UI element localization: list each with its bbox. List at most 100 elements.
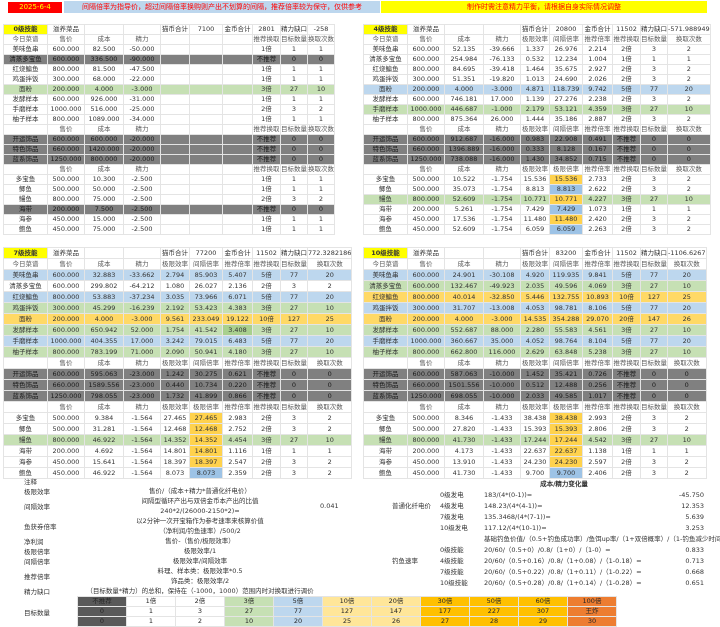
cell-rec[interactable]: 6.483 bbox=[222, 335, 253, 347]
cell-energy[interactable]: -1.433 bbox=[483, 456, 521, 468]
cell-price[interactable]: 1250.000 bbox=[47, 154, 85, 165]
multiplier-times-cell[interactable]: 29 bbox=[518, 616, 568, 627]
cell-name[interactable]: 鸡蛋拌饭 bbox=[3, 74, 48, 85]
cell-rec[interactable]: 2.622 bbox=[582, 184, 613, 195]
cell-times[interactable]: 0 bbox=[667, 134, 711, 145]
cell-target[interactable]: 27 bbox=[640, 346, 668, 358]
cell-target[interactable]: 3 bbox=[640, 224, 668, 235]
cell-eff[interactable]: 1.242 bbox=[160, 368, 190, 380]
energy-gap-value[interactable]: -1106.6267 bbox=[667, 247, 707, 259]
cell-price[interactable]: 1250.000 bbox=[407, 390, 445, 402]
multiplier-header-cell[interactable]: 30倍 bbox=[420, 596, 470, 607]
cell-ratio[interactable]: 49.585 bbox=[549, 390, 583, 402]
cell-energy[interactable]: -16.000 bbox=[483, 144, 521, 155]
cell-name[interactable]: 发酵样本 bbox=[363, 324, 408, 336]
cell-name[interactable]: 海参 bbox=[363, 214, 408, 225]
cell-times[interactable]: 2 bbox=[667, 412, 707, 424]
cell-eff[interactable]: 15.536 bbox=[520, 174, 550, 185]
cell-ratio[interactable]: 85.903 bbox=[189, 269, 223, 281]
cell-energy[interactable]: -22.000 bbox=[123, 74, 161, 85]
cell-target[interactable]: 1 bbox=[280, 214, 308, 225]
cell-cost[interactable]: 10.522 bbox=[444, 174, 484, 185]
cell-ratio[interactable] bbox=[189, 114, 223, 125]
cell-cost[interactable]: 8.346 bbox=[444, 412, 484, 424]
cell-energy[interactable]: -37.234 bbox=[123, 291, 161, 303]
cell-ratio[interactable] bbox=[189, 94, 223, 105]
cell-price[interactable]: 300.000 bbox=[47, 302, 85, 314]
cell-target[interactable]: 0 bbox=[640, 134, 668, 145]
cell-energy[interactable]: -1.754 bbox=[483, 204, 521, 215]
cell-rec[interactable]: 4.561 bbox=[582, 324, 613, 336]
cell-target[interactable]: 0 bbox=[640, 154, 668, 165]
cell-price[interactable]: 200.000 bbox=[407, 445, 445, 457]
cell-rec[interactable] bbox=[222, 134, 253, 145]
cell-exchange[interactable]: 2倍 bbox=[612, 74, 641, 85]
cell-target[interactable]: 1 bbox=[280, 74, 308, 85]
cell-price[interactable]: 600.000 bbox=[47, 54, 85, 65]
cell-rec[interactable]: 2.359 bbox=[222, 467, 253, 479]
cell-cost[interactable]: 53.883 bbox=[84, 291, 124, 303]
cell-eff[interactable]: 14.352 bbox=[160, 434, 190, 446]
energy-gap-value[interactable]: -258 bbox=[307, 24, 335, 35]
cell-name[interactable]: 鳗鱼 bbox=[3, 434, 48, 446]
cell-cost[interactable]: 926.000 bbox=[84, 94, 124, 105]
dish-category-label[interactable]: 滋养菜品 bbox=[47, 24, 85, 35]
cell-name[interactable]: 鳗鱼 bbox=[3, 194, 48, 205]
cat-coin-total-label[interactable]: 猫币合计 bbox=[520, 247, 550, 259]
cat-coin-total-value[interactable]: 20800 bbox=[549, 24, 583, 35]
cell-times[interactable]: 10 bbox=[306, 324, 353, 336]
cell-exchange[interactable]: 不推荐 bbox=[252, 379, 281, 391]
cell-times[interactable]: 2 bbox=[306, 423, 353, 435]
cell-exchange[interactable]: 3倍 bbox=[252, 346, 281, 358]
cell-energy[interactable]: -1.754 bbox=[483, 224, 521, 235]
cell-price[interactable]: 600.000 bbox=[407, 54, 445, 65]
cell-rec[interactable] bbox=[222, 114, 253, 125]
cell-energy[interactable]: -16.000 bbox=[483, 134, 521, 145]
cell-rec[interactable]: 4.454 bbox=[222, 434, 253, 446]
cell-energy[interactable]: -23.000 bbox=[123, 379, 161, 391]
cell-name[interactable]: 清蒸多宝鱼 bbox=[363, 280, 408, 292]
cell-target[interactable]: 77 bbox=[640, 269, 668, 281]
cell-exchange[interactable]: 3倍 bbox=[252, 302, 281, 314]
cell-cost[interactable]: 1589.556 bbox=[84, 379, 124, 391]
multiplier-times-cell[interactable]: 20 bbox=[273, 616, 323, 627]
cell-exchange[interactable]: 1倍 bbox=[252, 94, 281, 105]
cell-exchange[interactable]: 1倍 bbox=[612, 54, 641, 65]
cell-times[interactable]: 20 bbox=[667, 302, 707, 314]
cell-target[interactable]: 27 bbox=[280, 302, 308, 314]
cell-name[interactable]: 面粉 bbox=[363, 84, 408, 95]
cell-times[interactable]: 10 bbox=[667, 434, 707, 446]
multiplier-header-cell[interactable]: 1倍 bbox=[126, 596, 176, 607]
cell-name[interactable]: 海带 bbox=[363, 204, 408, 215]
cell-name[interactable]: 海参 bbox=[3, 214, 48, 225]
cell-price[interactable]: 200.000 bbox=[47, 84, 85, 95]
cell-exchange[interactable]: 2倍 bbox=[612, 214, 641, 225]
cell-name[interactable]: 红烧鳊鱼 bbox=[363, 291, 408, 303]
gold-coin-total-value[interactable]: 2801 bbox=[252, 24, 281, 35]
cell-name[interactable]: 鲍鱼 bbox=[363, 467, 408, 479]
cell-times[interactable]: 1 bbox=[307, 214, 335, 225]
cell-target[interactable]: 3 bbox=[280, 280, 308, 292]
cell-times[interactable]: 0 bbox=[307, 154, 335, 165]
cell-price[interactable]: 200.000 bbox=[47, 313, 85, 325]
cell-rec[interactable]: 5.407 bbox=[222, 269, 253, 281]
cell-exchange[interactable]: 2倍 bbox=[612, 423, 641, 435]
cell-name[interactable]: 柚子样本 bbox=[363, 114, 408, 125]
cell-price[interactable]: 600.000 bbox=[407, 368, 445, 380]
cell-price[interactable]: 500.000 bbox=[47, 412, 85, 424]
cell-energy[interactable]: -13.008 bbox=[483, 302, 521, 314]
cell-ratio[interactable]: 12.468 bbox=[189, 423, 223, 435]
cell-eff[interactable]: 2.629 bbox=[520, 346, 550, 358]
gold-coin-total-label[interactable]: 金币合计 bbox=[222, 247, 253, 259]
cell-price[interactable]: 800.000 bbox=[407, 64, 445, 75]
cell-times[interactable]: 2 bbox=[667, 224, 711, 235]
cell-eff[interactable]: 2.035 bbox=[520, 280, 550, 292]
cell-ratio[interactable]: 233.049 bbox=[189, 313, 223, 325]
multiplier-header-cell[interactable]: 5倍 bbox=[273, 596, 323, 607]
cell-times[interactable]: 10 bbox=[667, 280, 707, 292]
cell-rec[interactable]: 2.983 bbox=[222, 412, 253, 424]
cell-exchange[interactable]: 1倍 bbox=[252, 214, 281, 225]
cell-name[interactable]: 手磨样本 bbox=[363, 104, 408, 115]
cell-cost[interactable]: 45.299 bbox=[84, 302, 124, 314]
cell-eff[interactable]: 0.512 bbox=[520, 379, 550, 391]
